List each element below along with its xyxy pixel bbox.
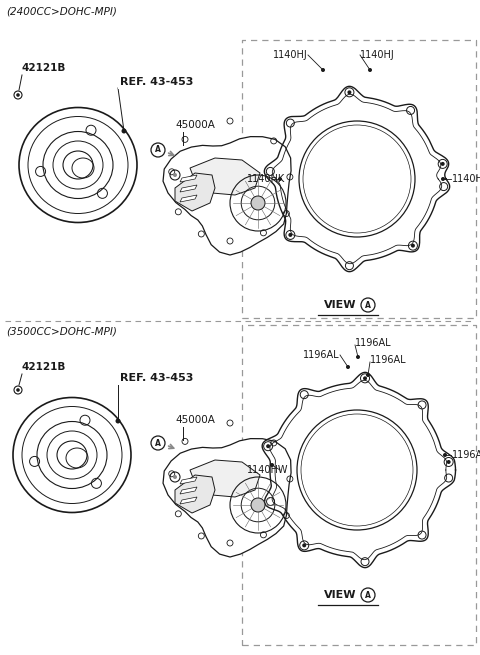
Circle shape: [173, 173, 177, 177]
Text: (3500CC>DOHC-MPI): (3500CC>DOHC-MPI): [6, 327, 117, 337]
Circle shape: [302, 544, 306, 548]
Circle shape: [321, 68, 325, 72]
Polygon shape: [180, 185, 197, 192]
Circle shape: [121, 128, 127, 134]
Polygon shape: [180, 487, 197, 494]
Text: 1196AC: 1196AC: [452, 450, 480, 460]
Text: REF. 43-453: REF. 43-453: [120, 373, 193, 383]
Circle shape: [173, 475, 177, 479]
Circle shape: [16, 93, 20, 97]
Text: A: A: [365, 301, 371, 310]
Text: 45000A: 45000A: [175, 120, 215, 130]
Text: A: A: [365, 591, 371, 599]
Text: 1196AL: 1196AL: [370, 355, 407, 365]
Circle shape: [356, 355, 360, 359]
Circle shape: [363, 377, 367, 381]
Text: 42121B: 42121B: [22, 63, 66, 73]
Circle shape: [368, 68, 372, 72]
Polygon shape: [175, 173, 215, 211]
Polygon shape: [190, 158, 260, 195]
Polygon shape: [180, 477, 197, 484]
Polygon shape: [163, 137, 291, 255]
Circle shape: [346, 365, 350, 369]
Circle shape: [251, 196, 265, 210]
Circle shape: [251, 498, 265, 512]
Text: A: A: [155, 145, 161, 155]
Circle shape: [270, 463, 274, 467]
Circle shape: [16, 388, 20, 392]
Text: 42121B: 42121B: [22, 362, 66, 372]
Circle shape: [366, 373, 370, 377]
Text: VIEW: VIEW: [324, 300, 356, 310]
Polygon shape: [163, 439, 291, 557]
Text: 1140HK: 1140HK: [247, 174, 285, 184]
Polygon shape: [180, 195, 197, 202]
Circle shape: [288, 233, 292, 237]
Polygon shape: [180, 497, 197, 504]
Circle shape: [278, 177, 282, 181]
Circle shape: [348, 90, 351, 94]
Text: (2400CC>DOHC-MPI): (2400CC>DOHC-MPI): [6, 7, 117, 17]
Text: 1140HJ: 1140HJ: [360, 50, 395, 60]
Text: 1196AL: 1196AL: [355, 338, 392, 348]
Text: 1140HW: 1140HW: [247, 465, 288, 475]
Text: 1140HJ: 1140HJ: [273, 50, 308, 60]
Text: 1196AL: 1196AL: [303, 350, 340, 360]
Text: REF. 43-453: REF. 43-453: [120, 77, 193, 87]
Circle shape: [411, 244, 415, 248]
Circle shape: [441, 177, 445, 181]
Text: 45000A: 45000A: [175, 415, 215, 425]
Circle shape: [447, 460, 451, 464]
Circle shape: [441, 162, 444, 166]
Polygon shape: [180, 175, 197, 182]
Text: 1140HK: 1140HK: [452, 174, 480, 184]
Circle shape: [443, 453, 447, 457]
Circle shape: [116, 419, 120, 424]
Circle shape: [266, 444, 270, 448]
Polygon shape: [175, 475, 215, 513]
Polygon shape: [190, 460, 260, 497]
Text: A: A: [155, 438, 161, 447]
Text: VIEW: VIEW: [324, 590, 356, 600]
